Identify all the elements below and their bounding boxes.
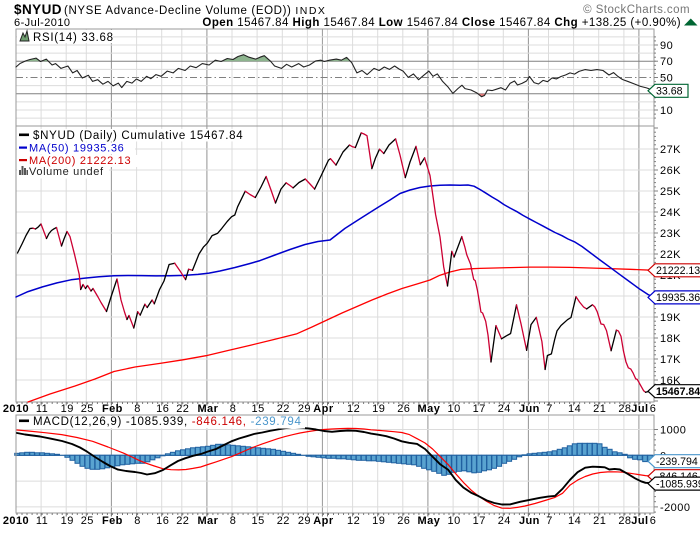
svg-text:19K: 19K [660,312,681,324]
svg-text:8: 8 [134,403,141,415]
svg-text:29: 29 [298,515,311,527]
svg-text:33.68: 33.68 [656,86,683,98]
svg-text:16: 16 [156,403,169,415]
svg-text:24K: 24K [660,207,681,219]
svg-text:29: 29 [298,403,311,415]
svg-text:Jun: Jun [519,515,540,527]
svg-text:8: 8 [230,515,237,527]
svg-text:70: 70 [660,56,673,68]
svg-text:Mar: Mar [197,515,218,527]
svg-text:22: 22 [277,515,290,527]
svg-text:May: May [418,515,441,527]
svg-text:12: 12 [347,515,360,527]
svg-text:21: 21 [593,403,606,415]
svg-text:2010: 2010 [3,515,29,527]
svg-text:© StockCharts.com: © StockCharts.com [583,4,690,16]
svg-text:25K: 25K [660,186,681,198]
svg-text:12: 12 [347,403,360,415]
svg-text:Apr: Apr [313,515,334,527]
svg-text:11: 11 [36,403,48,415]
svg-text:6-Jul-2010: 6-Jul-2010 [14,17,70,29]
svg-text:22K: 22K [660,249,681,261]
svg-text:23K: 23K [660,228,681,240]
svg-text:28: 28 [618,515,631,527]
svg-text:Open 15467.84 High 15467.84 Lo: Open 15467.84 High 15467.84 Low 15467.84… [202,17,681,29]
svg-text:15: 15 [252,515,265,527]
svg-text:21: 21 [593,515,606,527]
svg-text:22: 22 [277,403,290,415]
svg-text:Mar: Mar [197,403,218,415]
svg-text:Jun: Jun [519,403,540,415]
svg-text:2010: 2010 [3,403,29,415]
svg-text:17K: 17K [660,354,681,366]
svg-text:26: 26 [397,403,410,415]
svg-text:27K: 27K [660,144,681,156]
svg-text:50: 50 [660,73,673,85]
svg-text:22: 22 [176,403,189,415]
svg-text:19: 19 [61,403,74,415]
svg-text:-2000: -2000 [660,502,690,514]
svg-text:8: 8 [134,515,141,527]
svg-text:MACD(12,26,9) -1085.939, -846.: MACD(12,26,9) -1085.939, -846.146, -239.… [33,416,302,428]
svg-text:6: 6 [650,515,657,527]
svg-text:1000: 1000 [660,425,686,437]
svg-text:19935.36: 19935.36 [656,292,700,304]
svg-text:15467.84: 15467.84 [656,386,700,398]
svg-text:14: 14 [568,515,581,527]
svg-text:(NYSE Advance-Decline Volume (: (NYSE Advance-Decline Volume (EOD)) INDX [64,5,326,17]
svg-text:19: 19 [372,403,385,415]
svg-text:7: 7 [546,515,553,527]
svg-text:7: 7 [546,403,553,415]
svg-text:Apr: Apr [313,403,334,415]
svg-text:25: 25 [81,515,94,527]
svg-text:17: 17 [473,403,486,415]
svg-text:Feb: Feb [102,515,123,527]
svg-text:15: 15 [252,403,265,415]
svg-text:RSI(14) 33.68: RSI(14) 33.68 [33,32,114,44]
svg-text:Feb: Feb [102,403,123,415]
svg-text:19: 19 [61,515,74,527]
svg-text:MA(50) 19935.36: MA(50) 19935.36 [29,143,125,155]
svg-text:11: 11 [36,515,48,527]
svg-text:14: 14 [568,403,581,415]
svg-text:22: 22 [176,515,189,527]
svg-text:26: 26 [397,515,410,527]
svg-text:-239.794: -239.794 [656,456,698,468]
svg-text:-1085.939: -1085.939 [656,478,700,490]
svg-text:18K: 18K [660,333,681,345]
svg-text:May: May [418,403,441,415]
svg-text:$NYUD: $NYUD [14,2,62,17]
svg-text:24: 24 [498,515,511,527]
svg-text:10: 10 [448,403,461,415]
svg-text:10: 10 [448,515,461,527]
svg-text:19: 19 [372,515,385,527]
svg-text:Jul: Jul [631,403,648,415]
svg-text:8: 8 [230,403,237,415]
svg-text:90: 90 [660,40,673,52]
svg-text:21222.13: 21222.13 [656,265,700,277]
svg-text:6: 6 [650,403,657,415]
svg-text:10: 10 [660,105,673,117]
svg-text:Jul: Jul [631,515,648,527]
svg-text:28: 28 [618,403,631,415]
svg-text:16: 16 [156,515,169,527]
svg-text:$NYUD (Daily) Cumulative 15467: $NYUD (Daily) Cumulative 15467.84 [33,130,243,142]
svg-text:25: 25 [81,403,94,415]
svg-text:MA(200) 21222.13: MA(200) 21222.13 [29,155,131,167]
svg-text:16K: 16K [660,375,681,387]
svg-text:24: 24 [498,403,511,415]
svg-text:26K: 26K [660,165,681,177]
svg-text:Volume undef: Volume undef [29,166,104,178]
svg-text:17: 17 [473,515,486,527]
